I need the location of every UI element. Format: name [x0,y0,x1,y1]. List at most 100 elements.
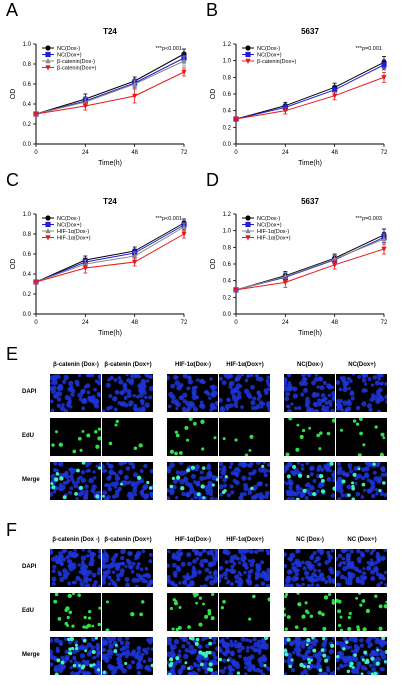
data-point [381,62,387,68]
nucleus-dapi [172,479,178,485]
nucleus-dapi [167,563,171,568]
nucleus-dapi [250,495,256,500]
nucleus-dapi [123,474,129,480]
nucleus-dapi [209,385,213,389]
nucleus-dapi [219,376,223,381]
nucleus-edu [96,668,101,672]
nucleus-dapi [55,646,60,650]
nucleus-dapi [371,667,376,672]
nucleus-dapi [181,664,187,670]
nucleus-dapi [93,387,97,392]
y-tick-label: 0.0 [23,312,32,318]
legend-marker [245,228,251,234]
series-line [35,226,185,283]
nucleus-dapi [367,377,372,382]
nucleus-edu [297,602,302,607]
tile-background [50,593,101,631]
nucleus-edu [291,464,297,470]
nucleus-edu [309,658,313,662]
nucleus-dapi [303,381,308,386]
nucleus-dapi [82,671,87,675]
nucleus-edu [84,649,88,653]
nucleus-dapi [296,584,303,587]
nucleus-dapi [368,407,373,412]
nucleus-dapi [368,663,373,668]
nucleus-edu [316,433,320,438]
nucleus-edu [88,609,92,614]
nucleus-edu [174,430,179,434]
x-axis-label: Time(h) [298,160,322,167]
nucleus-dapi [242,491,247,497]
nucleus-dapi [167,466,172,472]
nucleus-edu [114,423,118,427]
nucleus-dapi [316,398,322,403]
nucleus-dapi [50,399,54,404]
nucleus-dapi [287,385,293,391]
micrograph-panel-f: β-catenin (Dox -) β-catenin (Dox+) HIF-1α(… [0,535,404,685]
nucleus-dapi [237,549,242,552]
nucleus-edu [178,605,182,609]
nucleus-dapi [347,655,353,661]
nucleus-dapi [136,649,142,655]
nucleus-dapi [111,570,116,574]
nucleus-dapi [175,406,179,411]
nucleus-dapi [243,550,247,554]
y-tick-label: 0.2 [23,122,32,128]
nucleus-dapi [169,645,174,650]
nucleus-dapi [225,407,230,411]
data-point [233,116,239,122]
nucleus-edu [330,643,335,648]
nucleus-dapi [72,655,77,660]
nucleus-dapi [61,403,65,407]
nucleus-dapi [259,481,263,486]
nucleus-dapi [193,494,198,500]
nucleus-dapi [63,374,69,381]
nucleus-dapi [53,637,60,643]
nucleus-dapi [229,559,233,563]
nucleus-dapi [57,570,62,575]
nucleus-dapi [353,649,358,654]
data-point [282,280,288,286]
nucleus-edu [175,433,180,438]
nucleus-dapi [95,654,100,658]
nucleus-dapi [108,655,112,659]
nucleus-edu [347,615,351,620]
nucleus-dapi [290,668,296,673]
nucleus-edu [384,649,387,654]
nucleus-dapi [173,374,178,380]
nucleus-dapi [199,378,205,384]
nucleus-dapi [233,639,238,644]
nucleus-dapi [239,384,243,388]
nucleus-dapi [59,384,64,388]
nucleus-dapi [316,549,322,554]
x-tick-label: 48 [131,150,138,156]
nucleus-dapi [174,380,180,386]
nucleus-dapi [104,553,109,558]
nucleus-dapi [98,490,101,495]
p-value-annotation: ***p<0.001 [156,46,182,52]
nucleus-dapi [167,496,171,500]
micrograph-column-label: NC (Dox-) [296,537,324,543]
nucleus-dapi [91,552,97,557]
nucleus-dapi [369,558,374,562]
nucleus-dapi [336,658,340,663]
nucleus-edu [84,625,89,629]
nucleus-edu [77,593,81,597]
nucleus-dapi [97,553,101,560]
nucleus-dapi [85,469,90,473]
micrograph-column-label: HIF-1α(Dox+) [226,537,264,543]
nucleus-dapi [342,560,347,565]
nucleus-dapi [116,661,121,665]
nucleus-edu [223,489,227,493]
nucleus-dapi [126,388,132,395]
nucleus-dapi [178,549,183,552]
nucleus-dapi [241,475,247,481]
nucleus-dapi [215,551,218,556]
nucleus-dapi [214,400,218,406]
nucleus-dapi [179,470,185,476]
nucleus-dapi [260,672,266,675]
nucleus-dapi [179,637,184,640]
nucleus-edu [304,601,308,605]
nucleus-dapi [369,479,374,484]
nucleus-dapi [129,374,135,379]
